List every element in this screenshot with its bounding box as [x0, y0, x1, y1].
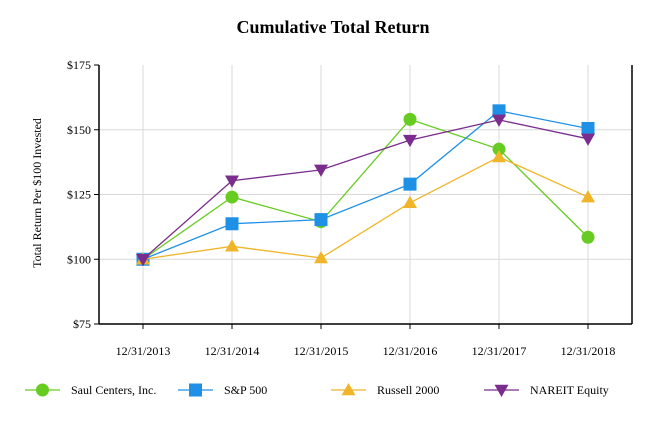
- legend-item: NAREIT Equity: [484, 383, 609, 397]
- data-point: [581, 133, 595, 146]
- data-point: [225, 175, 239, 188]
- series-line: [142, 118, 589, 260]
- data-point: [581, 230, 595, 244]
- legend-label: Saul Centers, Inc.: [71, 383, 156, 397]
- y-tick-label: $75: [73, 317, 91, 331]
- legend-item: S&P 500: [178, 383, 267, 397]
- legend-item: Saul Centers, Inc.: [25, 383, 156, 397]
- data-point: [403, 112, 417, 126]
- legend-label: NAREIT Equity: [530, 383, 609, 397]
- x-tick-label: 12/31/2018: [561, 344, 616, 358]
- data-point: [492, 142, 506, 156]
- data-point: [225, 239, 239, 252]
- data-point: [225, 190, 239, 204]
- y-axis-label: Total Return Per $100 Invested: [30, 118, 44, 268]
- x-tick-label: 12/31/2013: [116, 344, 171, 358]
- series-1: [136, 104, 595, 266]
- grid-lines: [99, 65, 632, 324]
- legend-marker: [36, 383, 49, 397]
- x-tick-label: 12/31/2017: [472, 344, 527, 358]
- data-point: [314, 213, 328, 227]
- data-point: [225, 217, 239, 231]
- legend-marker: [189, 383, 202, 397]
- x-tick-label: 12/31/2015: [294, 344, 349, 358]
- series-0: [136, 112, 595, 266]
- x-axis-ticks: 12/31/2013 12/31/2014 12/31/2015 12/31/2016…: [116, 324, 616, 358]
- data-point: [403, 195, 417, 209]
- legend-item: Russell 2000: [331, 383, 439, 397]
- y-tick-label: $100: [67, 252, 91, 266]
- data-point: [314, 164, 328, 177]
- data-point: [581, 190, 595, 203]
- series-line: [142, 156, 589, 260]
- legend-marker: [341, 383, 356, 396]
- series-line: [142, 110, 589, 260]
- legend: Saul Centers, Inc. S&P 500 Russell 2000 NAR…: [25, 383, 609, 397]
- series-group: [136, 104, 595, 267]
- series-3: [136, 114, 595, 267]
- data-point: [136, 254, 150, 267]
- data-point: [403, 134, 417, 148]
- legend-label: Russell 2000: [377, 383, 439, 397]
- series-line: [142, 119, 589, 260]
- data-point: [492, 149, 506, 163]
- y-tick-label: $175: [67, 58, 91, 72]
- data-point: [314, 250, 328, 264]
- data-point: [492, 114, 506, 127]
- legend-marker: [494, 384, 509, 397]
- data-point: [492, 104, 506, 118]
- y-tick-label: $125: [67, 188, 91, 202]
- x-tick-label: 12/31/2014: [205, 344, 260, 358]
- y-tick-label: $150: [67, 123, 91, 137]
- series-2: [136, 149, 595, 265]
- y-axis-ticks: $75 $100 $125 $150 $175: [67, 58, 99, 331]
- data-point: [403, 177, 417, 191]
- chart-title: Cumulative Total Return: [236, 17, 429, 37]
- legend-label: S&P 500: [224, 383, 267, 397]
- data-point: [581, 121, 595, 135]
- x-tick-label: 12/31/2016: [383, 344, 438, 358]
